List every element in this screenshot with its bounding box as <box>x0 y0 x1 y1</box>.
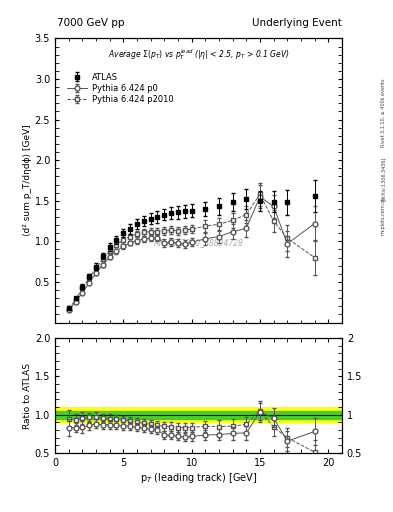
Text: 7000 GeV pp: 7000 GeV pp <box>57 18 125 28</box>
X-axis label: p$_T$ (leading track) [GeV]: p$_T$ (leading track) [GeV] <box>140 471 257 485</box>
Bar <box>55 411 342 419</box>
Text: mcplots.cern.ch: mcplots.cern.ch <box>381 196 386 234</box>
Text: Rivet 3.1.10, ≥ 400k events: Rivet 3.1.10, ≥ 400k events <box>381 78 386 147</box>
Text: [arXiv:1306.3436]: [arXiv:1306.3436] <box>381 157 386 201</box>
Text: ATLAS_2010_S8894728: ATLAS_2010_S8894728 <box>153 239 244 247</box>
Y-axis label: Ratio to ATLAS: Ratio to ATLAS <box>23 362 32 429</box>
Bar <box>55 407 342 422</box>
Legend: ATLAS, Pythia 6.424 p0, Pythia 6.424 p2010: ATLAS, Pythia 6.424 p0, Pythia 6.424 p20… <box>65 71 175 105</box>
Text: Underlying Event: Underlying Event <box>252 18 342 28</box>
Y-axis label: ⟨d² sum p_T/dηdϕ⟩ [GeV]: ⟨d² sum p_T/dηdϕ⟩ [GeV] <box>23 124 32 237</box>
Text: Average $\Sigma(p_T)$ vs $p_T^{lead}$ ($|\eta|$ < 2.5, $p_T$ > 0.1 GeV): Average $\Sigma(p_T)$ vs $p_T^{lead}$ ($… <box>108 47 289 62</box>
